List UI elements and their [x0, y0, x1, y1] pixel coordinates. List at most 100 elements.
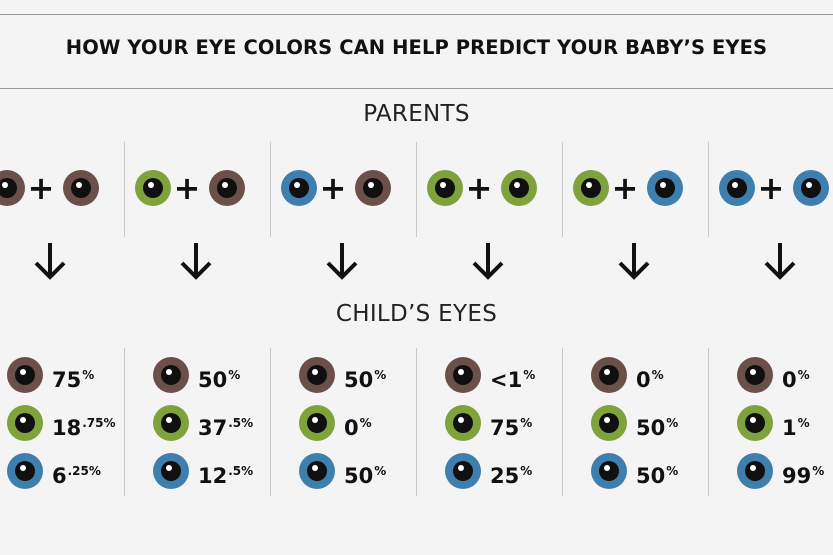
probability-value: 50: [636, 416, 666, 440]
brown-probability: 50%: [344, 358, 386, 397]
brown-probability: 50%: [198, 358, 240, 397]
pupil-highlight: [20, 369, 26, 375]
green-probability: 1%: [782, 406, 810, 445]
child-divider: [416, 348, 417, 496]
pupil: [161, 461, 181, 481]
green-probability: 18.75%: [52, 406, 116, 445]
green-child-eye-icon: [299, 405, 335, 441]
pupil-highlight: [604, 369, 610, 375]
pupil: [453, 365, 473, 385]
blue-child-eye-icon: [153, 453, 189, 489]
green-parent-eye-icon: [501, 170, 537, 206]
down-arrow-icon: [326, 243, 358, 280]
pupil-highlight: [294, 182, 300, 188]
down-arrow-icon: [472, 243, 504, 280]
blue-parent-eye-icon: [793, 170, 829, 206]
probability-value: 75: [490, 416, 520, 440]
pupil: [453, 461, 473, 481]
probability-suffix: %: [520, 416, 533, 430]
plus-icon: +: [465, 169, 493, 207]
parents-label: PARENTS: [363, 101, 470, 127]
blue-parent-eye-icon: [647, 170, 683, 206]
pupil: [15, 461, 35, 481]
pupil: [289, 178, 309, 198]
probability-suffix: %: [666, 464, 679, 478]
brown-parent-eye-icon: [355, 170, 391, 206]
pupil: [161, 365, 181, 385]
blue-child-eye-icon: [445, 453, 481, 489]
pupil: [655, 178, 675, 198]
probability-value: 0: [636, 368, 651, 392]
combo-column-2: +50% 37.5% 12.5%: [124, 0, 270, 555]
pupil: [15, 365, 35, 385]
probability-suffix: %: [520, 464, 533, 478]
pupil-highlight: [806, 182, 812, 188]
pupil-highlight: [750, 369, 756, 375]
brown-probability: <1%: [490, 358, 535, 397]
blue-probability: 50%: [636, 454, 678, 493]
green-child-eye-icon: [153, 405, 189, 441]
parents-divider: [416, 142, 417, 237]
pupil: [599, 365, 619, 385]
pupil: [599, 413, 619, 433]
probability-suffix: .75%: [82, 416, 116, 430]
probability-suffix: %: [523, 368, 536, 382]
brown-parent-eye-icon: [0, 170, 25, 206]
title-bottom-rule: [0, 88, 833, 89]
top-rule: [0, 14, 833, 15]
down-arrow-icon: [618, 243, 650, 280]
brown-parent-eye-icon: [209, 170, 245, 206]
pupil: [435, 178, 455, 198]
pupil-highlight: [166, 417, 172, 423]
green-probability: 50%: [636, 406, 678, 445]
pupil-highlight: [604, 417, 610, 423]
blue-probability: 12.5%: [198, 454, 253, 493]
pupil: [745, 461, 765, 481]
probability-suffix: %: [359, 416, 372, 430]
pupil-highlight: [514, 182, 520, 188]
pupil-highlight: [20, 465, 26, 471]
probability-suffix: %: [228, 368, 241, 382]
child-divider: [708, 348, 709, 496]
probability-value: 50: [636, 464, 666, 488]
pupil-highlight: [458, 465, 464, 471]
green-probability: 0%: [344, 406, 372, 445]
pupil: [143, 178, 163, 198]
probability-value: 50: [344, 464, 374, 488]
pupil: [71, 178, 91, 198]
combo-column-5: +0% 50% 50%: [562, 0, 708, 555]
probability-value: 25: [490, 464, 520, 488]
probability-suffix: %: [797, 368, 810, 382]
probability-value: 99: [782, 464, 812, 488]
probability-value: 6: [52, 464, 67, 488]
pupil-highlight: [2, 182, 8, 188]
pupil: [15, 413, 35, 433]
pupil-highlight: [750, 417, 756, 423]
probability-value: 37: [198, 416, 228, 440]
combo-column-6: +0% 1% 99%: [708, 0, 833, 555]
green-parent-eye-icon: [135, 170, 171, 206]
brown-child-eye-icon: [445, 357, 481, 393]
pupil-highlight: [586, 182, 592, 188]
probability-suffix: %: [797, 416, 810, 430]
pupil-highlight: [76, 182, 82, 188]
pupil-highlight: [750, 465, 756, 471]
pupil-highlight: [166, 465, 172, 471]
brown-probability: 0%: [636, 358, 664, 397]
down-arrow-icon: [180, 243, 212, 280]
pupil-highlight: [222, 182, 228, 188]
green-probability: 75%: [490, 406, 532, 445]
pupil-highlight: [604, 465, 610, 471]
probability-value: 1: [782, 416, 797, 440]
pupil: [801, 178, 821, 198]
child-divider: [562, 348, 563, 496]
page-title: HOW YOUR EYE COLORS CAN HELP PREDICT YOU…: [65, 36, 768, 59]
probability-value: 50: [198, 368, 228, 392]
combo-column-1: +75% 18.75% 6.25%: [0, 0, 124, 555]
blue-probability: 6.25%: [52, 454, 101, 493]
brown-child-eye-icon: [591, 357, 627, 393]
brown-probability: 0%: [782, 358, 810, 397]
probability-suffix: %: [812, 464, 825, 478]
green-parent-eye-icon: [573, 170, 609, 206]
pupil: [363, 178, 383, 198]
